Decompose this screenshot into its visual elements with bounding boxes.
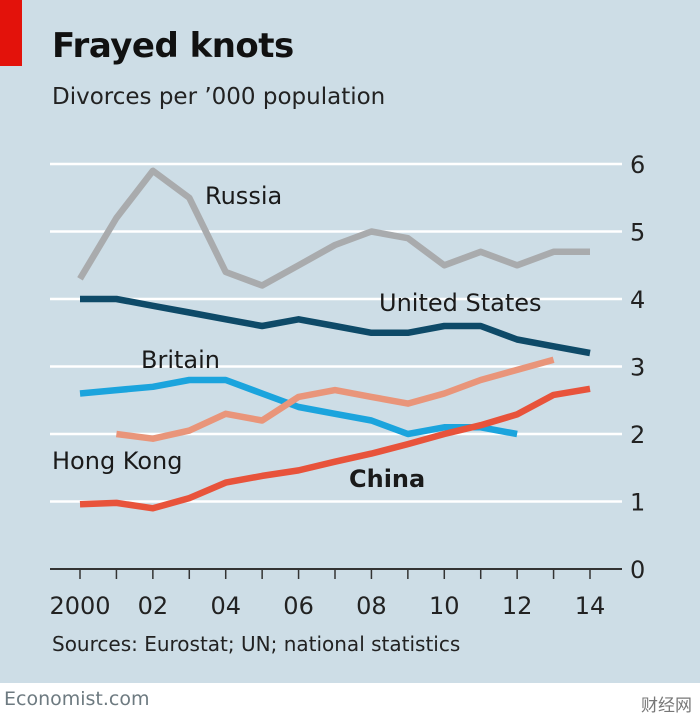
series-label-hong-kong: Hong Kong (52, 447, 182, 475)
y-tick-label: 5 (630, 219, 645, 247)
grid-lines: 0 1 2 3 4 5 6 (50, 151, 645, 584)
y-tick-label: 2 (630, 421, 645, 449)
series-line-hong-kong (115, 356, 555, 442)
series-lines (77, 167, 591, 512)
series-label-china: China (349, 465, 425, 493)
chart-title: Frayed knots (52, 26, 294, 66)
y-tick-label: 3 (630, 354, 645, 382)
series-labels: Russia United States Britain Hong Kong China (52, 182, 542, 493)
chart-subtitle: Divorces per ’000 population (52, 84, 386, 110)
y-tick-label: 0 (630, 556, 645, 584)
x-tick-label: 2000 (49, 592, 110, 620)
series-line-russia (77, 167, 590, 289)
brand-red-tab (0, 0, 22, 66)
x-tick-label: 04 (210, 592, 241, 620)
x-tick-label: 12 (502, 592, 533, 620)
series-label-russia: Russia (205, 182, 282, 210)
series-line-united-states (80, 295, 591, 357)
x-tick-label: 06 (283, 592, 314, 620)
x-tick-label: 08 (356, 592, 387, 620)
series-line-china (79, 385, 591, 512)
series-label-united-states: United States (379, 289, 542, 317)
y-tick-label: 6 (630, 151, 645, 179)
economist-brand: Economist.com (4, 688, 150, 710)
sources-note: Sources: Eurostat; UN; national statisti… (52, 632, 461, 656)
series-line-britain (79, 376, 518, 438)
y-tick-label: 4 (630, 286, 645, 314)
watermark-text: 财经网 (641, 696, 692, 716)
x-tick-label: 02 (138, 592, 169, 620)
series-label-britain: Britain (141, 346, 220, 374)
x-axis: 2000 02 04 06 08 10 12 14 (49, 569, 605, 620)
x-tick-label: 14 (575, 592, 606, 620)
y-tick-label: 1 (630, 489, 645, 517)
x-tick-label: 10 (429, 592, 460, 620)
